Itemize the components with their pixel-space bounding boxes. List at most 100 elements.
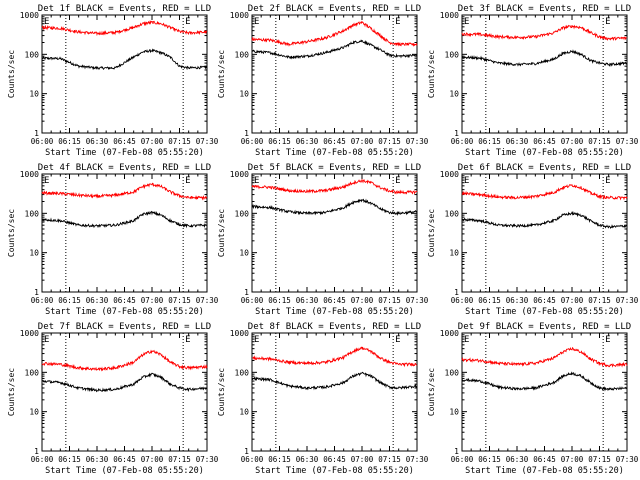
x-tick-label: 07:15 <box>168 296 191 305</box>
e-marker-label: E <box>395 335 400 345</box>
x-tick-label: 06:15 <box>58 137 81 146</box>
x-tick-label: 07:30 <box>196 455 219 464</box>
panel-title: Det 5f BLACK = Events, RED = LLD <box>248 163 421 173</box>
detector-panel: Det 4f BLACK = Events, RED = LLD 1 10 100 10… <box>7 163 219 317</box>
x-tick-label: 06:15 <box>268 296 291 305</box>
y-tick-label: 1000 <box>440 170 459 179</box>
events-series-line <box>461 49 628 67</box>
x-tick-label: 07:30 <box>406 296 429 305</box>
y-tick-label: 100 <box>25 50 40 59</box>
events-series-line <box>41 372 208 393</box>
y-axis-label: Counts/sec <box>217 209 226 257</box>
plot-frame <box>251 332 418 452</box>
x-tick-label: 06:45 <box>323 296 346 305</box>
x-axis-label: Start Time (07-Feb-08 05:55:20) <box>255 148 414 158</box>
x-tick-label: 07:00 <box>561 455 584 464</box>
x-tick-label: 06:30 <box>296 296 319 305</box>
y-tick-label: 10 <box>239 249 249 258</box>
y-tick-label: 10 <box>239 90 249 99</box>
e-marker-label: E <box>605 176 610 186</box>
x-tick-label: 07:15 <box>168 455 191 464</box>
y-tick-label: 10 <box>29 408 39 417</box>
plot-frame <box>461 332 628 452</box>
e-marker-label: E <box>254 335 259 345</box>
e-marker-label: E <box>464 17 469 27</box>
x-tick-label: 07:00 <box>351 296 374 305</box>
x-tick-label: 06:30 <box>506 455 529 464</box>
x-tick-label: 07:15 <box>588 455 611 464</box>
e-marker-label: E <box>185 176 190 186</box>
y-tick-label: 100 <box>445 50 460 59</box>
y-tick-label: 100 <box>235 368 250 377</box>
x-tick-label: 06:45 <box>533 137 556 146</box>
events-series-line <box>251 371 418 391</box>
y-axis-label: Counts/sec <box>7 368 16 416</box>
x-tick-label: 06:30 <box>296 455 319 464</box>
e-marker-label: E <box>605 17 610 27</box>
x-tick-label: 06:45 <box>323 137 346 146</box>
x-tick-label: 07:15 <box>168 137 191 146</box>
x-tick-label: 06:45 <box>533 455 556 464</box>
lld-series-line <box>461 24 628 42</box>
e-marker-label: E <box>464 176 469 186</box>
events-series-line <box>251 39 418 60</box>
y-axis-label: Counts/sec <box>217 50 226 98</box>
y-tick-label: 1 <box>34 447 39 456</box>
panel-title: Det 2f BLACK = Events, RED = LLD <box>248 4 421 14</box>
x-tick-label: 07:15 <box>378 296 401 305</box>
y-axis-label: Counts/sec <box>427 368 436 416</box>
events-series-line <box>41 48 208 71</box>
x-tick-label: 06:30 <box>86 296 109 305</box>
y-tick-label: 10 <box>449 408 459 417</box>
x-tick-label: 07:00 <box>561 137 584 146</box>
x-tick-label: 06:00 <box>241 296 264 305</box>
x-axis-label: Start Time (07-Feb-08 05:55:20) <box>45 466 204 476</box>
x-tick-label: 06:00 <box>451 137 474 146</box>
y-axis-label: Counts/sec <box>7 209 16 257</box>
detector-panel: Det 2f BLACK = Events, RED = LLD 1 10 100 10… <box>217 4 429 158</box>
y-tick-label: 1 <box>34 129 39 138</box>
y-tick-label: 100 <box>445 368 460 377</box>
y-tick-label: 1000 <box>230 170 249 179</box>
x-axis-label: Start Time (07-Feb-08 05:55:20) <box>465 148 624 158</box>
x-tick-label: 06:15 <box>268 455 291 464</box>
x-axis-label: Start Time (07-Feb-08 05:55:20) <box>255 466 414 476</box>
x-tick-label: 07:15 <box>588 296 611 305</box>
x-tick-label: 06:15 <box>478 455 501 464</box>
x-tick-label: 06:00 <box>241 455 264 464</box>
detector-panel: Det 9f BLACK = Events, RED = LLD 1 10 100 10… <box>427 322 639 476</box>
lld-series-line <box>41 349 208 372</box>
plot-frame <box>461 14 628 134</box>
y-tick-label: 1000 <box>440 11 459 20</box>
x-tick-label: 06:00 <box>31 137 54 146</box>
e-marker-label: E <box>464 335 469 345</box>
x-tick-label: 07:00 <box>351 137 374 146</box>
x-tick-label: 07:30 <box>406 455 429 464</box>
x-tick-label: 07:15 <box>378 137 401 146</box>
detector-panel: Det 3f BLACK = Events, RED = LLD 1 10 100 10… <box>427 4 639 158</box>
x-tick-label: 06:30 <box>86 455 109 464</box>
y-tick-label: 1 <box>454 447 459 456</box>
lld-series-line <box>251 178 418 195</box>
lld-series-line <box>251 20 418 47</box>
x-tick-label: 07:15 <box>378 455 401 464</box>
y-tick-label: 1 <box>454 288 459 297</box>
y-axis-label: Counts/sec <box>7 50 16 98</box>
detector-panel: Det 7f BLACK = Events, RED = LLD 1 10 100 10… <box>7 322 219 476</box>
y-tick-label: 1000 <box>20 329 39 338</box>
e-marker-label: E <box>605 335 610 345</box>
y-tick-label: 100 <box>25 368 40 377</box>
y-tick-label: 1000 <box>20 11 39 20</box>
x-tick-label: 07:00 <box>141 137 164 146</box>
e-marker-label: E <box>44 176 49 186</box>
panel-title: Det 4f BLACK = Events, RED = LLD <box>38 163 211 173</box>
detector-panel: Det 1f BLACK = Events, RED = LLD 1 10 100 10… <box>7 4 219 158</box>
x-axis-label: Start Time (07-Feb-08 05:55:20) <box>465 466 624 476</box>
y-tick-label: 100 <box>25 209 40 218</box>
x-tick-label: 06:00 <box>451 296 474 305</box>
x-tick-label: 06:00 <box>451 455 474 464</box>
lld-series-line <box>251 346 418 368</box>
lld-series-line <box>41 182 208 201</box>
events-series-line <box>251 198 418 216</box>
